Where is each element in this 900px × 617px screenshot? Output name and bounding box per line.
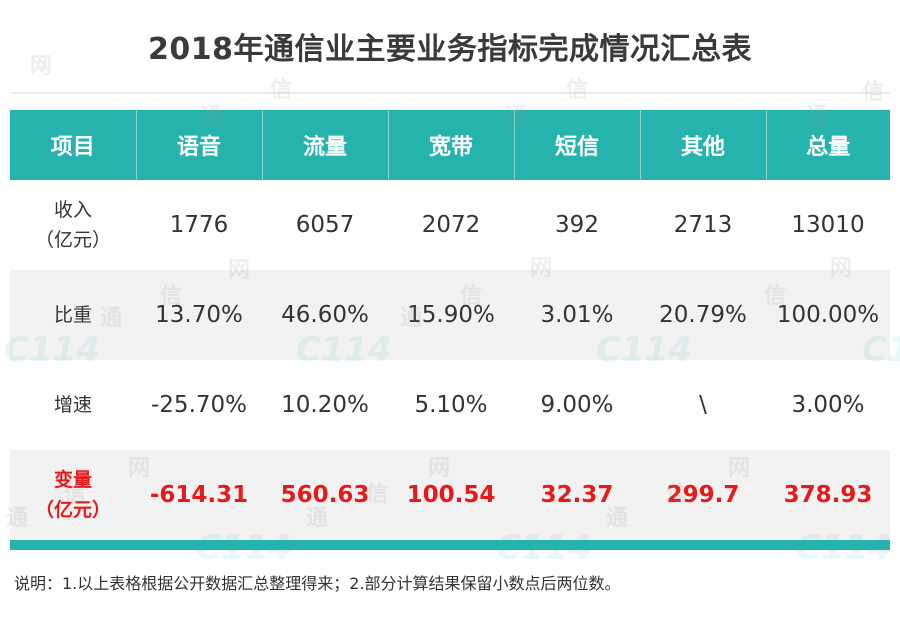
- table-cell: 10.20%: [262, 360, 388, 450]
- table-cell: 13010: [766, 180, 890, 270]
- title-divider: [10, 92, 890, 94]
- table-cell: 9.00%: [514, 360, 640, 450]
- row-label-line1: 变量: [53, 469, 92, 491]
- page-title: 2018年通信业主要业务指标完成情况汇总表: [148, 32, 752, 67]
- table-cell: 392: [514, 180, 640, 270]
- table-cell: 378.93: [766, 450, 890, 540]
- table-row-revenue: 收入 （亿元） 1776 6057 2072 392 2713 13010: [10, 180, 890, 270]
- row-label: 增速: [10, 360, 136, 450]
- table-cell: 2713: [640, 180, 766, 270]
- footnote: 说明：1.以上表格根据公开数据汇总整理得来；2.部分计算结果保留小数点后两位数。: [14, 574, 621, 593]
- table-cell: 46.60%: [262, 270, 388, 360]
- watermark-char: 信: [862, 80, 885, 105]
- table-bottom-bar: [10, 540, 890, 550]
- table-cell: -614.31: [136, 450, 262, 540]
- row-label: 收入 （亿元）: [10, 180, 136, 270]
- watermark-char: 信: [270, 78, 293, 103]
- table-row-growth: 增速 -25.70% 10.20% 5.10% 9.00% \ 3.00%: [10, 360, 890, 450]
- table-row-change: 变量 （亿元） -614.31 560.63 100.54 32.37 299.…: [10, 450, 890, 540]
- row-label: 变量 （亿元）: [10, 450, 136, 540]
- column-header-total: 总量: [765, 110, 890, 180]
- table-cell: 100.00%: [766, 270, 890, 360]
- table-row-share: 比重 13.70% 46.60% 15.90% 3.01% 20.79% 100…: [10, 270, 890, 360]
- row-label-line1: 收入: [53, 199, 92, 221]
- column-header-other: 其他: [639, 110, 766, 180]
- table-cell: 20.79%: [640, 270, 766, 360]
- row-label-line2: （亿元）: [34, 229, 111, 251]
- table-cell: 1776: [136, 180, 262, 270]
- table-cell: 100.54: [388, 450, 514, 540]
- watermark-char: 信: [566, 78, 589, 103]
- table-header-row: 项目 语音 流量 宽带 短信 其他 总量: [10, 110, 890, 180]
- table-cell: 6057: [262, 180, 388, 270]
- table-cell: 3.01%: [514, 270, 640, 360]
- row-label-line1: 比重: [53, 304, 92, 326]
- table-cell: 3.00%: [766, 360, 890, 450]
- row-label-line1: 增速: [53, 394, 92, 416]
- table-cell: 15.90%: [388, 270, 514, 360]
- summary-table: 项目 语音 流量 宽带 短信 其他 总量 收入 （亿元） 1776 6057 2…: [10, 110, 890, 540]
- column-header-item: 项目: [10, 110, 136, 180]
- column-header-sms: 短信: [513, 110, 640, 180]
- column-header-traffic: 流量: [261, 110, 388, 180]
- row-label-line2: （亿元）: [34, 499, 111, 521]
- row-label: 比重: [10, 270, 136, 360]
- table-cell: 560.63: [262, 450, 388, 540]
- table-cell: 299.7: [640, 450, 766, 540]
- table-cell: 5.10%: [388, 360, 514, 450]
- table-cell: 32.37: [514, 450, 640, 540]
- table-cell: 2072: [388, 180, 514, 270]
- table-cell: \: [640, 360, 766, 450]
- table-cell: 13.70%: [136, 270, 262, 360]
- table-cell: -25.70%: [136, 360, 262, 450]
- column-header-broadband: 宽带: [387, 110, 514, 180]
- column-header-voice: 语音: [135, 110, 262, 180]
